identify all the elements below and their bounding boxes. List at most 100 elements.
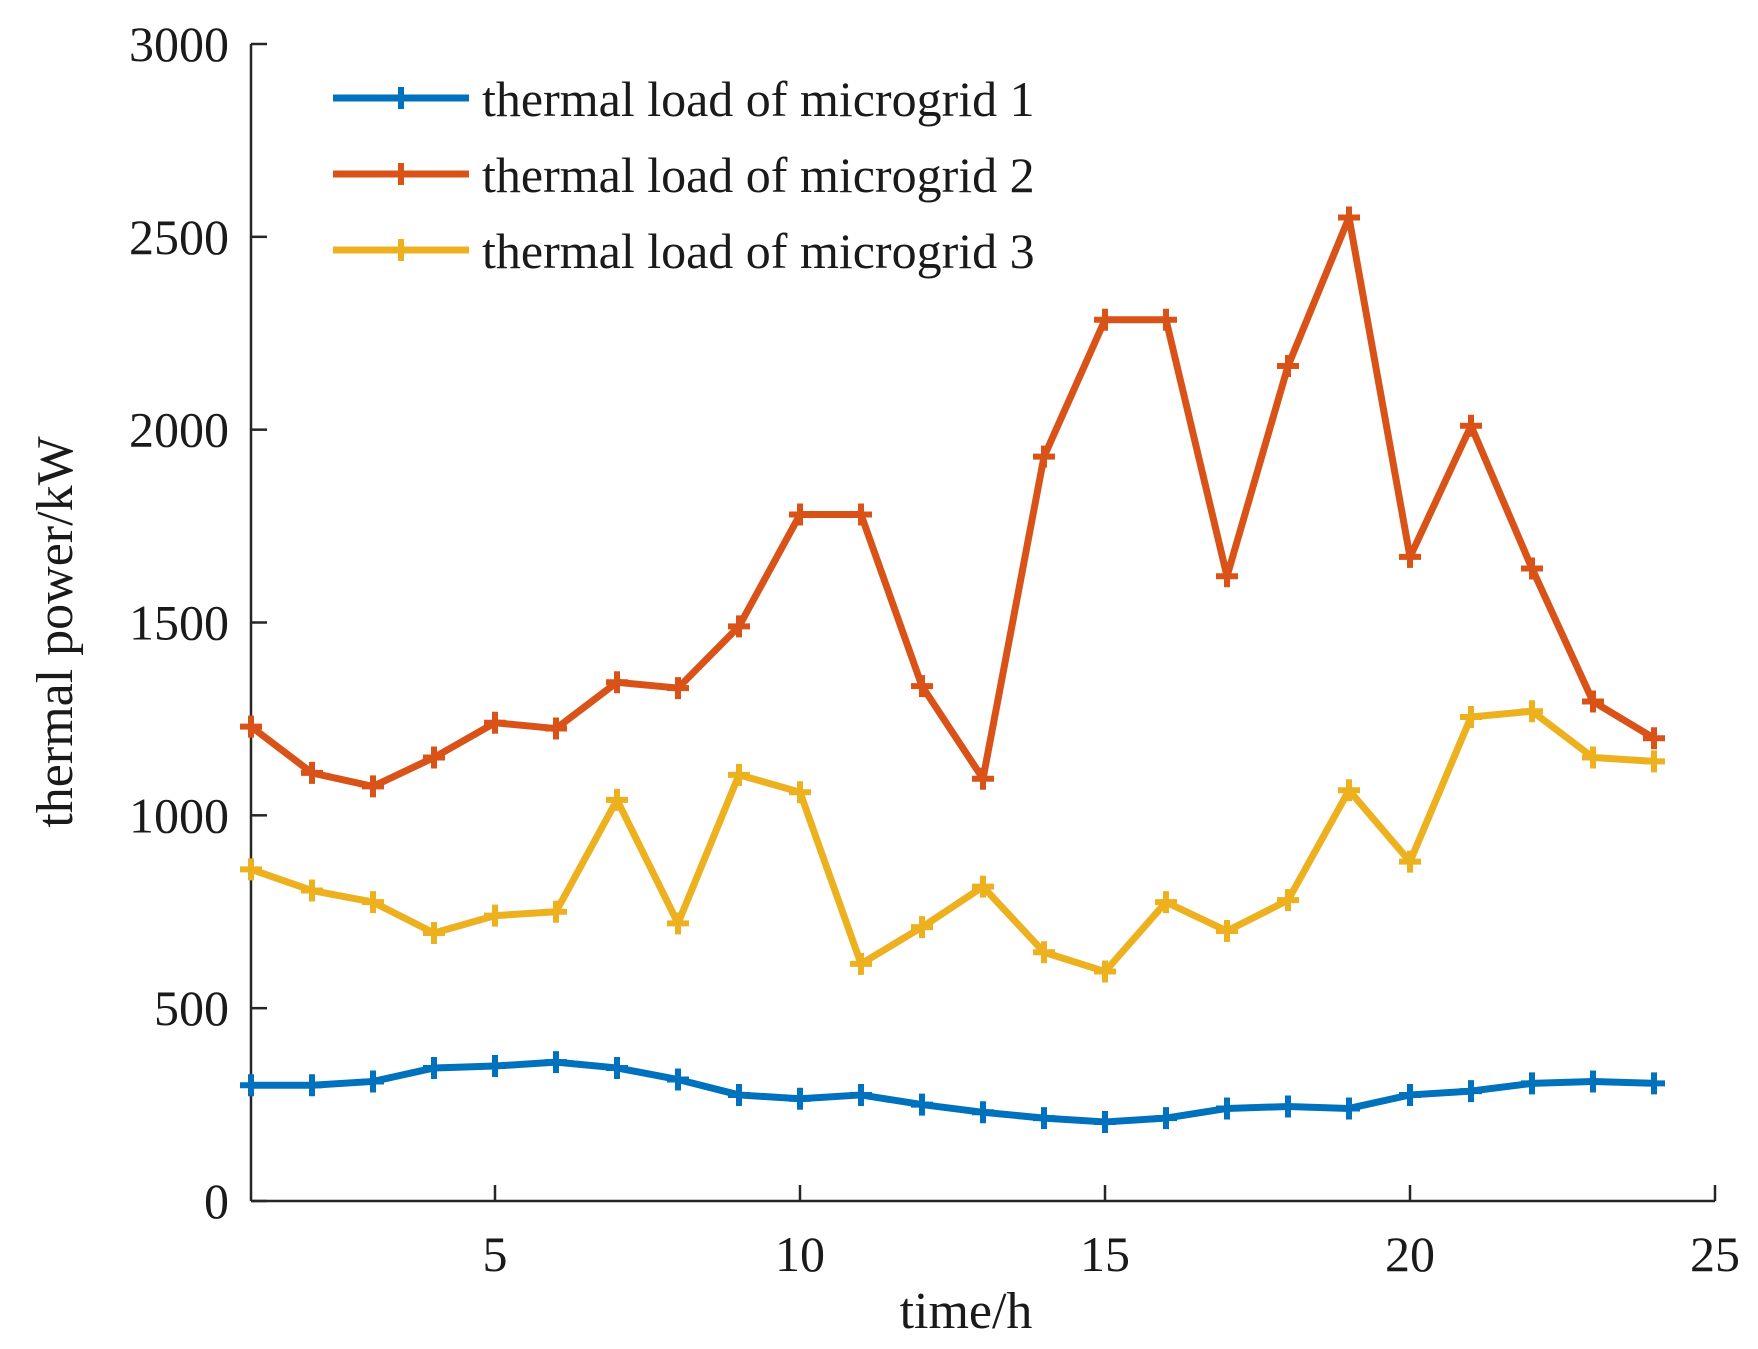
data-point — [667, 912, 689, 935]
legend-label: thermal load of microgrid 2 — [482, 147, 1035, 203]
x-tick-label: 5 — [483, 1226, 508, 1282]
data-point — [850, 952, 872, 975]
data-point — [1460, 1080, 1482, 1103]
data-point — [240, 715, 262, 738]
data-point — [545, 1051, 567, 1074]
data-point — [850, 503, 872, 526]
data-point — [362, 775, 384, 798]
data-point — [1033, 445, 1055, 468]
data-point — [911, 916, 933, 939]
y-tick-label: 500 — [154, 980, 229, 1036]
x-axis-label: time/h — [900, 1283, 1033, 1340]
data-point — [484, 711, 506, 734]
data-point — [362, 891, 384, 914]
x-tick-label: 15 — [1080, 1226, 1130, 1282]
data-point — [1582, 1070, 1604, 1093]
data-point — [1460, 705, 1482, 728]
data-point — [911, 1093, 933, 1116]
data-point — [1277, 355, 1299, 378]
data-point — [362, 1070, 384, 1093]
legend-entry-1: thermal load of microgrid 1 — [333, 71, 1035, 127]
data-point — [850, 1083, 872, 1106]
data-point — [484, 1055, 506, 1078]
data-point — [1094, 960, 1116, 983]
data-point — [1216, 920, 1238, 943]
data-point — [1582, 746, 1604, 769]
data-point — [1338, 779, 1360, 802]
data-point — [1399, 850, 1421, 873]
data-point — [423, 1056, 445, 1079]
data-point — [1216, 1097, 1238, 1120]
data-point — [728, 1083, 750, 1106]
data-point — [1094, 1110, 1116, 1133]
data-point — [301, 1074, 323, 1097]
series-2 — [240, 206, 1665, 798]
data-point — [1033, 1107, 1055, 1130]
data-point — [606, 788, 628, 811]
data-point — [1155, 891, 1177, 914]
legend-entry-2: thermal load of microgrid 2 — [333, 147, 1035, 203]
x-tick-label: 20 — [1385, 1226, 1435, 1282]
data-point — [1338, 1097, 1360, 1120]
y-tick-label: 3000 — [129, 16, 229, 72]
data-point — [1460, 414, 1482, 437]
data-point — [1521, 557, 1543, 580]
x-tick-label: 10 — [775, 1226, 825, 1282]
data-point — [1399, 1083, 1421, 1106]
data-point — [1155, 308, 1177, 331]
data-point — [1338, 206, 1360, 229]
data-point — [728, 763, 750, 786]
data-point — [301, 761, 323, 784]
data-point — [1521, 700, 1543, 723]
data-point — [1277, 889, 1299, 912]
legend-marker — [390, 239, 412, 261]
data-point — [240, 858, 262, 881]
data-point — [240, 1074, 262, 1097]
data-point — [1521, 1072, 1543, 1095]
data-point — [606, 671, 628, 694]
data-point — [1582, 690, 1604, 713]
y-tick-label: 1500 — [129, 595, 229, 651]
data-point — [545, 717, 567, 740]
data-point — [972, 767, 994, 790]
axes: 0 500 1000 1500 2000 2500 3000 5 10 15 20 25 — [129, 16, 1740, 1282]
data-point — [667, 677, 689, 700]
data-point — [606, 1056, 628, 1079]
legend-label: thermal load of microgrid 3 — [482, 223, 1035, 279]
y-tick-label: 2500 — [129, 209, 229, 265]
data-point — [1094, 308, 1116, 331]
data-point — [789, 1087, 811, 1110]
y-tick-label: 0 — [204, 1173, 229, 1229]
data-point — [1643, 750, 1665, 773]
data-point — [1277, 1095, 1299, 1118]
x-tick-label: 25 — [1690, 1226, 1740, 1282]
data-point — [667, 1068, 689, 1091]
data-point — [1216, 565, 1238, 588]
legend-entry-3: thermal load of microgrid 3 — [333, 223, 1035, 279]
data-point — [728, 615, 750, 638]
data-point — [484, 904, 506, 927]
data-point — [1643, 1072, 1665, 1095]
data-point — [423, 921, 445, 944]
data-point — [1033, 941, 1055, 964]
data-point — [911, 675, 933, 698]
legend: thermal load of microgrid 1 thermal load … — [333, 71, 1035, 279]
y-tick-label: 1000 — [129, 787, 229, 843]
series-1 — [240, 1051, 1665, 1133]
series-line — [247, 214, 1658, 790]
data-point — [789, 781, 811, 804]
data-point — [972, 1101, 994, 1124]
data-point — [1155, 1107, 1177, 1130]
legend-marker — [390, 87, 412, 109]
data-point — [423, 746, 445, 769]
y-axis-label: thermal power/kW — [27, 436, 84, 827]
data-point — [1399, 545, 1421, 568]
y-tick-label: 2000 — [129, 402, 229, 458]
series-layer — [240, 206, 1665, 1133]
data-point — [1643, 727, 1665, 750]
data-point — [972, 875, 994, 898]
legend-label: thermal load of microgrid 1 — [482, 71, 1035, 127]
